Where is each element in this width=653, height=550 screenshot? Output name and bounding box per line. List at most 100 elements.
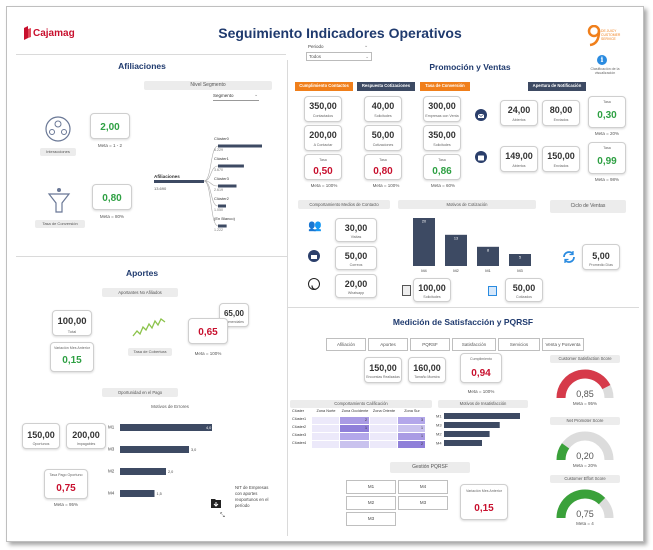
col3-value: 350,00 (428, 130, 456, 140)
gestion-cell: M3 (346, 512, 396, 526)
morosos-label: Impagables (76, 442, 96, 446)
oportunidad-pago-label: Oportunidad en el Pago (102, 388, 178, 397)
col3-label: Empresas con Venta (425, 114, 459, 118)
medio-label: Visitas (350, 235, 362, 239)
tasa-conversion-meta: Meta = 80% (99, 214, 125, 219)
notification-rate-card: Tasa 0,30 (588, 96, 626, 128)
satisfaccion-tab[interactable]: Afiliación (326, 338, 366, 351)
col1-meta: Meta = 100% (310, 183, 338, 188)
motivos-errores-chart: M1 4,0 M3 3,0 M2 2,0 M4 1,5 (108, 424, 212, 497)
promocion-header-cumplimiento: Cumplimiento Contactos (295, 82, 353, 91)
segmento-filter-label: Segmento (213, 93, 234, 98)
insatisfaccion-category-label: M2 (436, 432, 442, 437)
ciclo-ventas-sub: Promedio Días (589, 263, 613, 267)
segmento-filter[interactable]: Segmento ⌄ (213, 92, 259, 101)
solicitudes-label: Solicitudes (423, 295, 441, 299)
gauge-fill (556, 443, 570, 461)
pqrsf-variacion-label: Variación Mes Anterior (466, 489, 502, 493)
cotizacion-category-label: M4 (421, 268, 427, 273)
tree-node-labels: Clúster0 6.229 Clúster1 3.670 Clúster3 2.619 C… (214, 136, 284, 237)
notification-count-card: 24,00 Abiertos (500, 100, 538, 126)
notification-count-value: 24,00 (507, 105, 531, 115)
notification-rate-label: Tasa (603, 146, 611, 150)
decomposition-tree (154, 144, 262, 228)
tasa-cobertura-value: 0,65 (198, 327, 218, 338)
matrix-cell (340, 441, 369, 448)
gauge-title: Customer Satisfaction Score (550, 355, 620, 363)
satisfaccion-tab[interactable]: Venta y Posventa (542, 338, 584, 351)
medio-value: 20,00 (344, 279, 368, 289)
info-icon[interactable]: i (597, 55, 607, 65)
gestion-cell: M1 (346, 480, 396, 494)
aportantes-no-afiliados-label: Aportantes No Afiliados (102, 288, 178, 297)
notification-count-card: 150,00 Enviados (542, 146, 580, 172)
cobertura-sparkline (132, 318, 166, 337)
interacciones-meta: Meta = 1 - 2 (97, 143, 123, 148)
satisfaccion-tab[interactable]: Satisfacción (452, 338, 496, 351)
medio-card: 30,00 Visitas (335, 218, 377, 242)
matrix-header: Clúster (292, 409, 305, 413)
matrix-cell (312, 417, 339, 424)
tree-node-label: Clúster1 (214, 156, 229, 161)
cotizacion-bar (509, 254, 531, 266)
aportes-variacion-card: Variación Mes Anterior 0,15 (50, 342, 94, 372)
matrix-row-label: Clúster4 (292, 441, 307, 445)
tree-node-value: 1.050 (214, 208, 223, 212)
notification-rate-value: 0,99 (597, 156, 617, 167)
dashboard-frame (6, 6, 644, 542)
notification-count-value: 80,00 (549, 105, 573, 115)
cumplimiento-label: Cumplimiento (470, 357, 492, 361)
cumplimiento-value: 0,94 (471, 368, 491, 379)
tree-node-bar (218, 204, 226, 208)
notification-count-card: 149,00 Abiertos (500, 146, 538, 172)
tree-root-bar (154, 180, 204, 183)
matrix-cell (312, 441, 339, 448)
motivos-errores-title: Motivos de Errores (151, 404, 189, 409)
matrix-cell (312, 425, 339, 432)
matrix-header: Zona Occidente (341, 409, 369, 413)
errores-category-label: M4 (108, 491, 115, 496)
gauge-value: 0,20 (576, 451, 594, 461)
interacciones-icon (45, 116, 71, 142)
insatisfaccion-bar (444, 431, 490, 437)
tree-node-label: Clúster0 (214, 136, 229, 141)
encuestas-card: 150,00 Encuestas Realizadas (364, 357, 402, 383)
afiliaciones-title: Afiliaciones (118, 61, 166, 71)
gauge-fill (556, 369, 611, 399)
download-icon[interactable] (210, 496, 222, 508)
pqrsf-variacion-card: Variación Mes Anterior 0,15 (460, 484, 508, 520)
period-filter-chevron-icon[interactable]: ⌄ (364, 43, 369, 49)
notification-count-value: 150,00 (547, 151, 575, 161)
aportes-total-card: 100,00 Total (52, 310, 92, 336)
tasa-conversion-value: 0,80 (102, 193, 122, 204)
tasa-cobertura-meta: Meta = 100% (194, 351, 222, 356)
tasa-pago-label: Tasa Pago Oportuno (49, 473, 83, 477)
oportunos-label: Oportunos (32, 442, 50, 446)
promocion-header-apertura: Apertura de Notificación (528, 82, 586, 91)
period-filter-value: Todos (309, 54, 322, 59)
solicitudes-value: 100,00 (418, 283, 446, 293)
encuestas-label: Encuestas Realizadas (366, 375, 400, 379)
col1-rate-value: 0,50 (313, 166, 333, 177)
matrix-row-label: Clúster1 (292, 417, 307, 421)
email-icon (475, 109, 487, 121)
period-filter-select[interactable]: Todos ⌄ (306, 52, 372, 61)
gauge-value: 0,75 (576, 509, 594, 519)
satisfaccion-tab[interactable]: Aportes (368, 338, 408, 351)
errores-value-label: 3,0 (191, 448, 196, 452)
promocion-header-respuesta: Respuesta Cotizaciones (357, 82, 415, 91)
col2-card: 40,00 Solicitudes (364, 96, 402, 122)
col1-card: 200,00 A Contactar (304, 125, 342, 151)
satisfaccion-tab[interactable]: Servicios (498, 338, 540, 351)
errores-value-label: 2,0 (168, 470, 173, 474)
satisfaccion-tab[interactable]: PQRSF (410, 338, 450, 351)
matrix-header: Zona Oriente (372, 409, 396, 413)
cotizacion-category-label: M3 (517, 268, 523, 273)
matrix-cell (340, 433, 369, 440)
tree-node-bar (218, 224, 227, 228)
matrix-header: Zona Norte (316, 409, 336, 413)
col2-card: Tasa 0,80 (364, 154, 402, 180)
col2-rate-label: Tasa (379, 158, 387, 162)
oportunos-value: 150,00 (27, 430, 55, 440)
ciclo-ventas-card: 5,00 Promedio Días (582, 244, 620, 270)
